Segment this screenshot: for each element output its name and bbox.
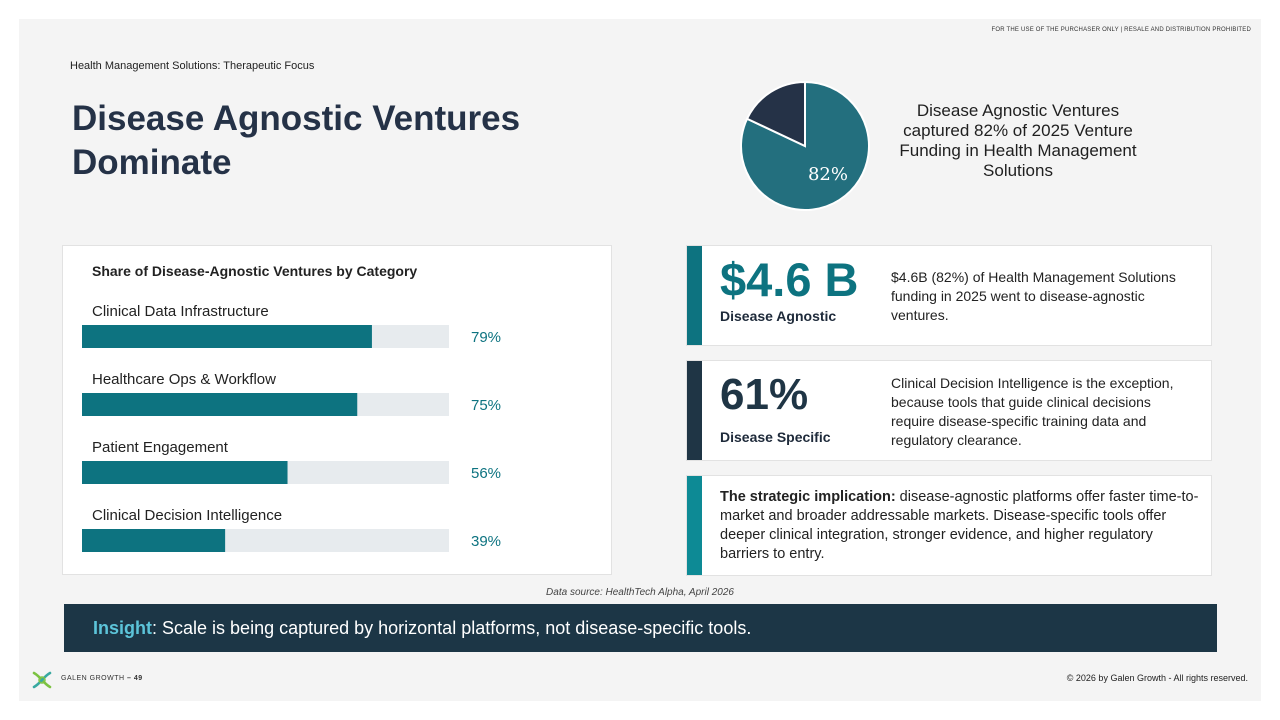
section-kicker: Health Management Solutions: Therapeutic… bbox=[70, 60, 315, 72]
bar-chart-title: Share of Disease-Agnostic Ventures by Ca… bbox=[92, 263, 417, 279]
bar-category-label: Healthcare Ops & Workflow bbox=[92, 371, 276, 388]
bar bbox=[82, 461, 288, 484]
usage-notice: FOR THE USE OF THE PURCHASER ONLY | RESA… bbox=[991, 27, 1251, 33]
bar-category-label: Clinical Data Infrastructure bbox=[92, 303, 269, 320]
data-source-note: Data source: HealthTech Alpha, April 202… bbox=[546, 587, 734, 598]
bar-data-label: 79% bbox=[471, 329, 501, 346]
bar-data-label: 75% bbox=[471, 397, 501, 414]
bar-data-label: 56% bbox=[471, 465, 501, 482]
bar-data-label: 39% bbox=[471, 533, 501, 550]
stat-value-specific: 61% bbox=[720, 370, 809, 419]
card-accent bbox=[687, 246, 702, 345]
implication-card: The strategic implication: disease-agnos… bbox=[686, 475, 1212, 576]
footer-brand: GALEN GROWTH – 49 bbox=[61, 675, 143, 682]
category-bar-chart-card: Share of Disease-Agnostic Ventures by Ca… bbox=[62, 245, 612, 575]
title-line-1: Disease Agnostic Ventures bbox=[72, 99, 521, 138]
stat-label-specific: Disease Specific bbox=[720, 429, 831, 445]
insight-separator: : bbox=[152, 618, 158, 638]
implication-text: The strategic implication: disease-agnos… bbox=[720, 488, 1200, 564]
footer-page-number: – 49 bbox=[127, 675, 143, 682]
footer-copyright: © 2026 by Galen Growth - All rights rese… bbox=[1066, 673, 1248, 683]
page-title: Disease Agnostic Ventures Dominate bbox=[72, 97, 592, 185]
bar-category-label: Patient Engagement bbox=[92, 439, 229, 456]
category-bar-chart: Share of Disease-Agnostic Ventures by Ca… bbox=[82, 263, 501, 552]
bar bbox=[82, 529, 226, 552]
insight-key: Insight bbox=[93, 618, 152, 638]
stat-desc-specific: Clinical Decision Intelligence is the ex… bbox=[891, 375, 1174, 448]
card-accent bbox=[687, 476, 702, 575]
stat-card-specific: 61% Disease Specific Clinical Decision I… bbox=[686, 360, 1212, 461]
bar bbox=[82, 325, 372, 348]
footer-brand-name: GALEN GROWTH bbox=[61, 675, 125, 682]
funding-pie-chart: 82% bbox=[740, 81, 870, 211]
implication-body: disease-agnostic platforms offer faster … bbox=[720, 489, 1199, 562]
galen-growth-logo-icon bbox=[32, 671, 52, 689]
pie-caption: Disease Agnostic Ventures captured 82% o… bbox=[899, 101, 1137, 180]
bar bbox=[82, 393, 358, 416]
pie-slice-disease-specific bbox=[745, 81, 806, 148]
pie-data-label: 82% bbox=[808, 164, 848, 185]
title-line-2: Dominate bbox=[72, 143, 232, 182]
slide: FOR THE USE OF THE PURCHASER ONLY | RESA… bbox=[19, 19, 1261, 701]
stat-value-agnostic: $4.6 B bbox=[720, 253, 859, 306]
implication-lead: The strategic implication: bbox=[720, 489, 896, 505]
card-accent bbox=[687, 361, 702, 460]
bar-category-label: Clinical Decision Intelligence bbox=[92, 507, 282, 524]
stat-label-agnostic: Disease Agnostic bbox=[720, 308, 837, 324]
stat-desc-agnostic: $4.6B (82%) of Health Management Solutio… bbox=[891, 269, 1176, 323]
stat-card-agnostic: $4.6 B Disease Agnostic $4.6B (82%) of H… bbox=[686, 245, 1212, 346]
insight-banner: Insight: Scale is being captured by hori… bbox=[64, 604, 1217, 652]
insight-text: Scale is being captured by horizontal pl… bbox=[157, 618, 752, 638]
